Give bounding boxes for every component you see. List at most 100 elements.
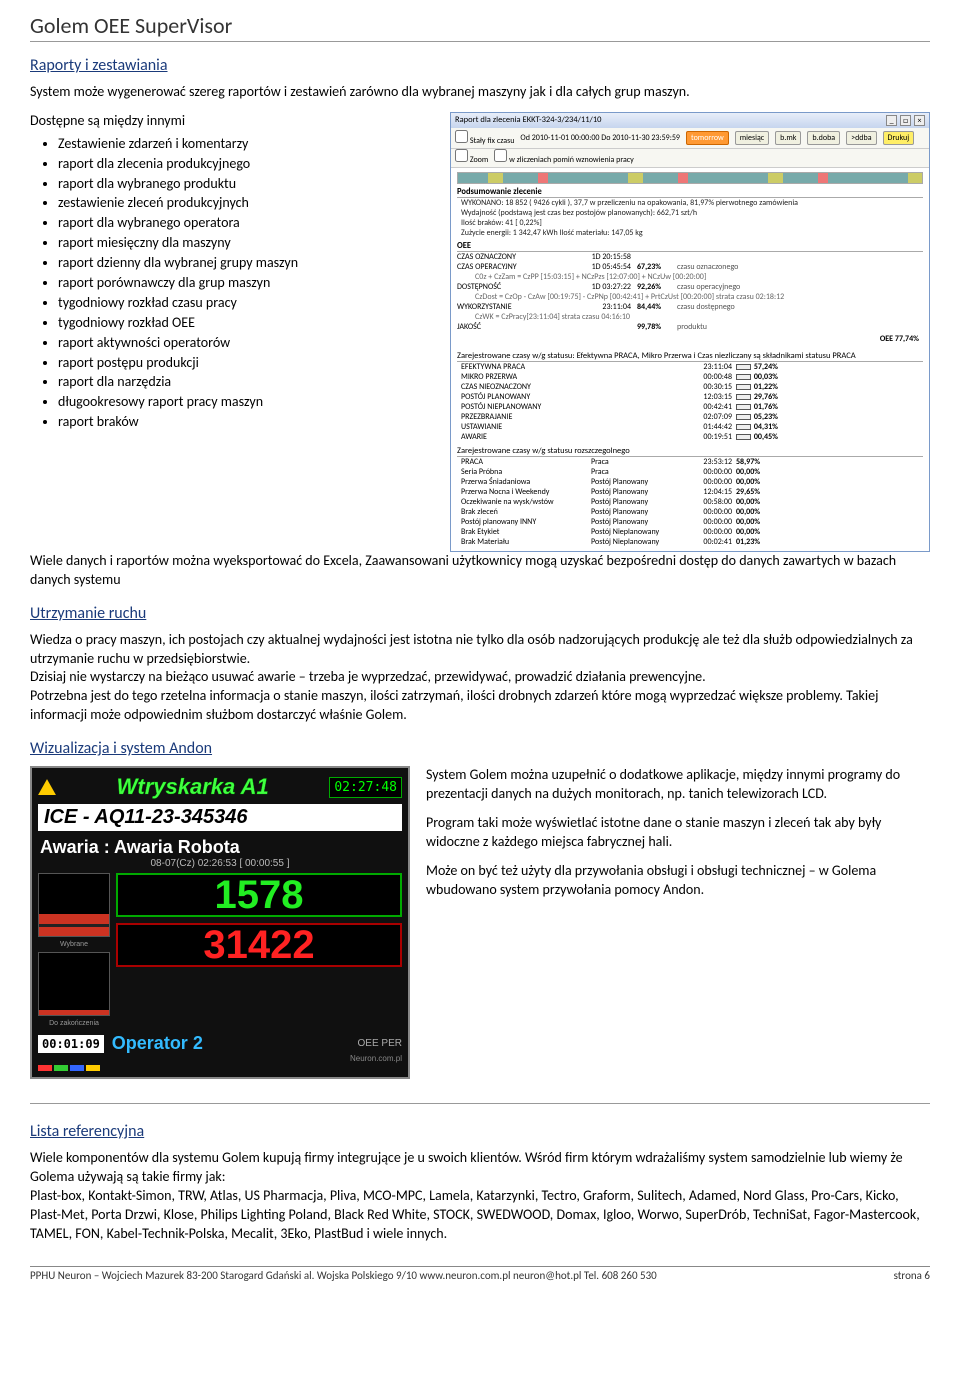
summary-line: Wydajność (podstawą jest czas bez postoj… <box>457 208 923 218</box>
raporty-intro: System może wygenerować szereg raportów … <box>30 83 930 102</box>
list-item: raport dla wybranego produktu <box>58 175 440 194</box>
andon-subclock: 08-07(Cz) 02:26:53 [ 00:00:55 ] <box>38 858 402 869</box>
andon-counter-green: 1578 <box>116 873 402 917</box>
list-item: tygodniowy rozkład czasu pracy <box>58 294 440 313</box>
andon-alarm: Awaria : Awaria Robota <box>38 835 402 858</box>
status-row: POSTÓJ NIEPLANOWANY00:42:41 01,76% <box>457 402 923 412</box>
list-item: raport dla zlecenia produkcyjnego <box>58 155 440 174</box>
status-row: CZAS NIEOZNACZONY00:30:15 01,22% <box>457 382 923 392</box>
andon-clock: 02:27:48 <box>329 777 402 798</box>
heading-lista: Lista referencyjna <box>30 1122 930 1141</box>
status-row: EFEKTYWNA PRACA23:11:04 57,24% <box>457 362 923 372</box>
oee-row: CZAS OPERACYJNY1D 05:45:5467,23%czasu oz… <box>457 262 923 272</box>
andon-p2: Program taki może wyświetlać istotne dan… <box>426 814 930 852</box>
andon-barrel-2 <box>38 952 110 1016</box>
status-row: USTAWIANIE01:44:42 04,31% <box>457 422 923 432</box>
status2-row: Seria PróbnaPraca00:00:0000,00% <box>457 467 923 477</box>
oee-title: OEE <box>457 241 923 252</box>
status2-row: Brak EtykietPostój Nieplanowany00:00:000… <box>457 527 923 537</box>
list-item: długookresowy raport pracy maszyn <box>58 393 440 412</box>
date-range: Od 2010-11-01 00:00:00 Do 2010-11-30 23:… <box>520 133 680 143</box>
reports-list: Zestawienie zdarzeń i komentarzyraport d… <box>30 135 440 432</box>
list-item: raport dla narzędzia <box>58 373 440 392</box>
andon-barrel-1-label: Wybrane <box>38 941 110 948</box>
status2-row: Postój planowany INNYPostój Planowany00:… <box>457 517 923 527</box>
list-item: raport dzienny dla wybranej grupy maszyn <box>58 254 440 273</box>
oee-final: OEE 77,74% <box>880 334 919 344</box>
divider <box>30 1103 930 1104</box>
status2-row: Brak MateriałuPostój Nieplanowany00:02:4… <box>457 537 923 547</box>
status2-row: PRACAPraca23:53:1258,97% <box>457 457 923 467</box>
summary-line: Zużycie energii: 1 342,47 kWh Ilość mate… <box>457 228 923 238</box>
btn-bdoba[interactable]: b.doba <box>807 131 840 145</box>
footer-left: PPHU Neuron – Wojciech Mazurek 83-200 St… <box>30 1269 657 1282</box>
status2-title: Zarejestrowane czasy w/g statusu rozszcz… <box>457 446 923 457</box>
utrzymanie-p1: Wiedza o pracy maszyn, ich postojach czy… <box>30 631 930 669</box>
maximize-icon[interactable]: □ <box>900 115 911 126</box>
list-item: raport miesięczny dla maszyny <box>58 234 440 253</box>
lista-p1: Wiele komponentów dla systemu Golem kupu… <box>30 1149 930 1187</box>
oee-row: CZAS OZNACZONY1D 20:15:58 <box>457 252 923 262</box>
led-icon <box>70 1065 84 1071</box>
page-footer: PPHU Neuron – Wojciech Mazurek 83-200 St… <box>30 1266 930 1282</box>
andon-counter-red: 31422 <box>116 923 402 967</box>
status-row: POSTÓJ PLANOWANY12:03:15 29,76% <box>457 392 923 402</box>
list-item: zestawienie zleceń produkcyjnych <box>58 194 440 213</box>
andon-footer-leds <box>38 1065 402 1071</box>
chk-sub[interactable]: w zliczeniach pomiń wznowienia pracy <box>494 149 634 165</box>
list-item: tygodniowy rozkład OEE <box>58 314 440 333</box>
timeline-bar <box>457 172 923 184</box>
status2-row: Przerwa Nocna i WeekendyPostój Planowany… <box>457 487 923 497</box>
chk-zoom[interactable]: Zoom <box>455 149 488 165</box>
led-icon <box>54 1065 68 1071</box>
page-title: Golem OEE SuperVisor <box>30 12 930 42</box>
heading-utrzymanie: Utrzymanie ruchu <box>30 604 930 623</box>
utrzymanie-p2: Dzisiaj nie wystarczy na bieżąco usuwać … <box>30 668 930 687</box>
list-item: raport braków <box>58 413 440 432</box>
andon-panel: Wtryskarka A1 02:27:48 ICE - AQ11-23-345… <box>30 766 410 1079</box>
window-controls[interactable]: _ □ × <box>885 115 925 126</box>
chk-fix-time[interactable]: Stały fix czasu <box>455 130 514 146</box>
report-window-title: Raport dla zlecenia EKKT-324-3/234/11/10 <box>455 115 601 125</box>
andon-operator: Operator 2 <box>112 1033 350 1054</box>
btn-ddba[interactable]: >ddba <box>846 131 876 145</box>
utrzymanie-p3: Potrzebna jest do tego rzetelna informac… <box>30 687 930 725</box>
andon-timer: 00:01:09 <box>38 1035 104 1053</box>
list-item: raport postępu produkcji <box>58 354 440 373</box>
andon-oee-label: OEE PER <box>358 1038 402 1049</box>
heading-wizualizacja: Wizualizacja i system Andon <box>30 739 930 758</box>
andon-barrel-2-label: Do zakończenia <box>38 1020 110 1027</box>
status-title: Zarejestrowane czasy w/g statusu: Efekty… <box>457 351 923 362</box>
footer-right: strona 6 <box>894 1269 930 1282</box>
btn-drukuj[interactable]: Drukuj <box>883 131 915 145</box>
warning-icon <box>38 779 56 795</box>
btn-bmk[interactable]: b.mk <box>775 131 801 145</box>
summary-title: Podsumowanie zlecenie <box>457 187 923 198</box>
list-item: raport porównawczy dla grup maszyn <box>58 274 440 293</box>
andon-p1: System Golem można uzupełnić o dodatkowe… <box>426 766 930 804</box>
andon-ice-code: ICE - AQ11-23-345346 <box>38 804 402 831</box>
heading-raporty: Raporty i zestawiania <box>30 56 930 75</box>
export-para: Wiele danych i raportów można wyeksporto… <box>30 552 930 590</box>
led-icon <box>38 1065 52 1071</box>
btn-miesiac[interactable]: miesiąc <box>735 131 769 145</box>
oee-row: DOSTĘPNOŚĆ1D 03:27:2292,26%czasu operacy… <box>457 282 923 292</box>
btn-tomorrow[interactable]: tomorrow <box>686 131 729 145</box>
status2-row: Oczekiwanie na wysk/wstówPostój Planowan… <box>457 497 923 507</box>
report-body: Podsumowanie zlecenie WYKONANO: 18 852 (… <box>451 168 929 551</box>
andon-barrel-1 <box>38 873 110 937</box>
list-item: raport aktywności operatorów <box>58 334 440 353</box>
report-toolbar-2: Zoom w zliczeniach pomiń wznowienia prac… <box>451 149 929 168</box>
oee-row: WYKORZYSTANIE23:11:0484,44%czasu dostępn… <box>457 302 923 312</box>
andon-neuron-label: Neuron.com.pl <box>38 1054 402 1063</box>
report-window-titlebar: Raport dla zlecenia EKKT-324-3/234/11/10… <box>451 113 929 128</box>
report-window: Raport dla zlecenia EKKT-324-3/234/11/10… <box>450 112 930 552</box>
dostepne-lead: Dostępne są między innymi <box>30 112 440 131</box>
oee-row: JAKOŚĆ99,78%produktu <box>457 322 923 332</box>
status2-row: Przerwa ŚniadaniowaPostój Planowany00:00… <box>457 477 923 487</box>
close-icon[interactable]: × <box>914 115 925 126</box>
list-item: Zestawienie zdarzeń i komentarzy <box>58 135 440 154</box>
report-toolbar: Stały fix czasu Od 2010-11-01 00:00:00 D… <box>451 128 929 149</box>
andon-p3: Może on być też użyty dla przywołania ob… <box>426 862 930 900</box>
minimize-icon[interactable]: _ <box>886 115 897 126</box>
